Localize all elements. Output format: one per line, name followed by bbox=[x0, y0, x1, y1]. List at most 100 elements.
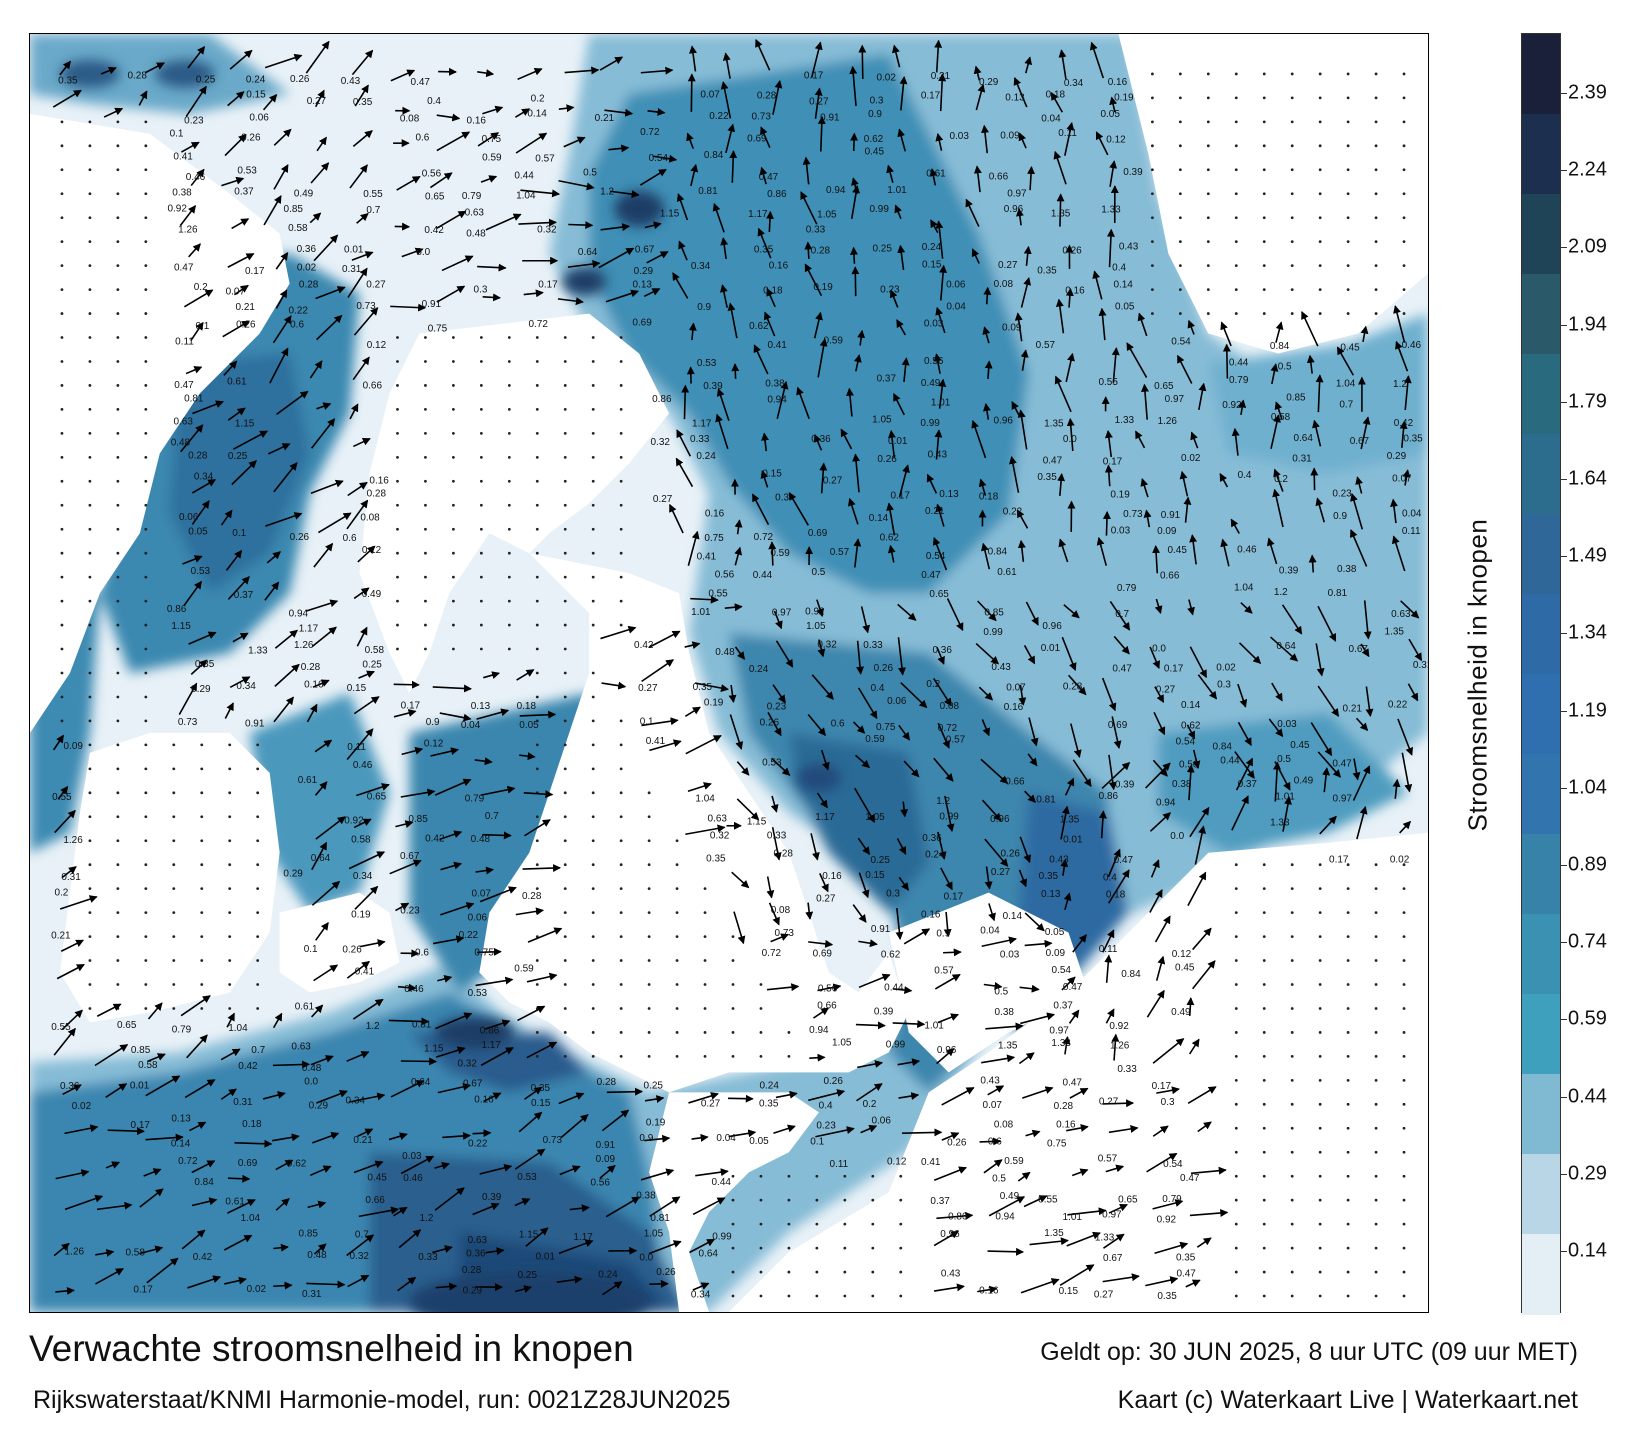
grid-dot bbox=[116, 839, 120, 843]
current-arrow bbox=[1306, 354, 1315, 374]
speed-label: 1.35 bbox=[998, 1041, 1018, 1052]
grid-dot bbox=[899, 1222, 903, 1226]
current-arrow bbox=[889, 289, 899, 308]
current-arrow bbox=[1355, 717, 1369, 732]
current-arrow bbox=[437, 1082, 472, 1094]
grid-dot bbox=[1234, 192, 1238, 196]
speed-label: 0.84 bbox=[1121, 969, 1141, 980]
speed-label: 0.36 bbox=[297, 244, 317, 255]
grid-dot bbox=[759, 1174, 763, 1178]
speed-label: 0.57 bbox=[1036, 340, 1056, 351]
grid-dot bbox=[1262, 192, 1266, 196]
grid-dot bbox=[591, 1055, 595, 1058]
speed-label: 0.4 bbox=[871, 683, 885, 694]
grid-dot bbox=[1290, 192, 1294, 196]
current-arrow bbox=[729, 150, 738, 183]
current-arrow bbox=[1008, 455, 1020, 493]
current-arrow bbox=[224, 1276, 247, 1285]
grid-dot bbox=[899, 1198, 903, 1202]
speed-label: 0.17 bbox=[401, 701, 421, 712]
grid-dot bbox=[256, 839, 260, 843]
speed-label: 0.28 bbox=[522, 891, 542, 902]
speed-label: 0.67 bbox=[635, 244, 655, 255]
current-arrow bbox=[805, 902, 814, 920]
grid-dot bbox=[507, 360, 511, 363]
current-arrow bbox=[1111, 347, 1120, 383]
grid-dot bbox=[1290, 1078, 1294, 1082]
current-arrow bbox=[773, 610, 783, 630]
current-arrow bbox=[934, 39, 943, 73]
grid-dot bbox=[563, 408, 567, 411]
grid-dot bbox=[591, 479, 595, 483]
grid-dot bbox=[1290, 144, 1294, 148]
speed-label: 0.26 bbox=[760, 717, 780, 728]
grid-dot bbox=[228, 839, 232, 843]
grid-dot bbox=[731, 983, 735, 986]
grid-dot bbox=[60, 503, 64, 507]
speed-label: 0.86 bbox=[948, 1212, 968, 1223]
current-arrow bbox=[1189, 646, 1208, 679]
map-panel[interactable]: 0.35 0.28 0.25 0.24 0.26 0.43 0.47 0.17 0.02 0.31… bbox=[29, 33, 1429, 1313]
speed-label: 0.44 bbox=[712, 1177, 732, 1188]
speed-label: 0.7 bbox=[1339, 399, 1353, 410]
current-arrow bbox=[314, 781, 328, 796]
grid-dot bbox=[1290, 96, 1294, 100]
speed-label: 0.17 bbox=[131, 1120, 151, 1131]
speed-label: 0.34 bbox=[691, 261, 711, 272]
grid-dot bbox=[1178, 240, 1182, 244]
grid-dot bbox=[591, 599, 595, 603]
speed-label: 0.1 bbox=[810, 1137, 824, 1148]
current-arrow bbox=[857, 837, 871, 856]
grid-dot bbox=[1262, 168, 1266, 172]
current-speed-map[interactable]: 0.35 0.28 0.25 0.24 0.26 0.43 0.470.17 0.02 0.31… bbox=[30, 34, 1428, 1312]
current-arrow bbox=[814, 87, 823, 119]
current-arrow bbox=[810, 41, 823, 78]
current-arrow bbox=[722, 52, 731, 79]
colorbar-tick-mark bbox=[1561, 170, 1567, 172]
speed-label: 0.39 bbox=[703, 381, 723, 392]
speed-label: 0.41 bbox=[921, 1157, 941, 1168]
speed-label: 0.27 bbox=[816, 893, 836, 904]
grid-dot bbox=[424, 503, 427, 507]
speed-label: 0.29 bbox=[634, 266, 654, 277]
current-arrow bbox=[1397, 718, 1414, 756]
current-arrow bbox=[855, 1021, 886, 1030]
grid-dot bbox=[424, 479, 427, 483]
grid-dot bbox=[759, 1031, 763, 1034]
speed-label: 0.19 bbox=[646, 1118, 666, 1129]
speed-label: 0.75 bbox=[704, 533, 724, 544]
grid-dot bbox=[1318, 1031, 1322, 1034]
grid-dot bbox=[144, 240, 148, 244]
current-arrow bbox=[980, 542, 991, 570]
speed-label: 0.17 bbox=[804, 71, 824, 82]
current-arrow bbox=[1315, 497, 1326, 523]
grid-dot bbox=[256, 959, 260, 962]
current-arrow bbox=[1143, 509, 1152, 528]
current-arrow bbox=[53, 1027, 76, 1056]
grid-dot bbox=[1402, 1222, 1406, 1226]
speed-label: 0.35 bbox=[531, 1083, 551, 1094]
grid-dot bbox=[591, 551, 595, 555]
grid-dot bbox=[60, 120, 64, 124]
current-arrow bbox=[184, 1079, 216, 1099]
current-arrow bbox=[227, 91, 245, 107]
speed-label: 0.54 bbox=[1176, 736, 1196, 747]
current-arrow bbox=[400, 1155, 435, 1175]
grid-dot bbox=[479, 455, 483, 459]
current-arrow bbox=[695, 1168, 729, 1177]
speed-label: 0.13 bbox=[633, 279, 653, 290]
current-arrow bbox=[559, 1165, 581, 1176]
current-arrow bbox=[138, 90, 148, 106]
grid-dot bbox=[1178, 216, 1182, 220]
current-arrow bbox=[1104, 429, 1113, 458]
current-arrow bbox=[1197, 674, 1218, 700]
current-arrow bbox=[569, 1204, 590, 1213]
current-arrow bbox=[313, 542, 334, 568]
current-arrow bbox=[144, 62, 165, 74]
speed-label: 0.97 bbox=[1102, 1209, 1122, 1220]
current-arrow bbox=[436, 210, 467, 230]
grid-dot bbox=[1290, 1222, 1294, 1226]
speed-label: 0.81 bbox=[1328, 588, 1348, 599]
current-arrow bbox=[1023, 245, 1032, 266]
current-arrow bbox=[1154, 598, 1163, 615]
